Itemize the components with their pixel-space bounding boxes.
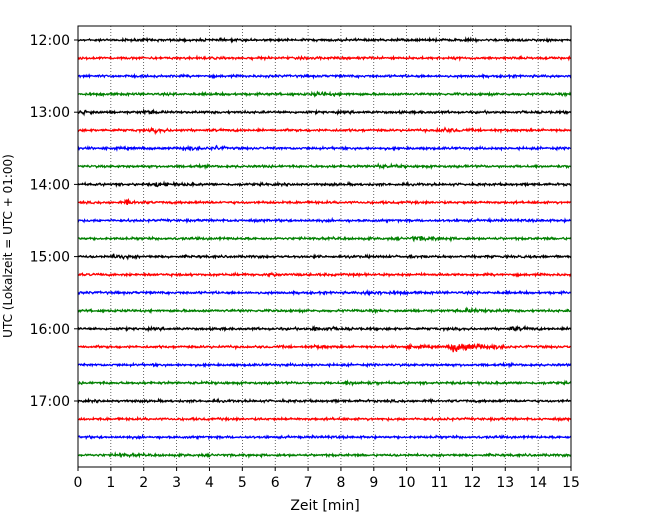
trace-row-1700 bbox=[77, 397, 572, 405]
x-tick-label: 0 bbox=[74, 475, 83, 491]
trace-row-1330 bbox=[77, 144, 572, 153]
trace-row-1300 bbox=[77, 108, 572, 117]
x-tick-label: 6 bbox=[271, 475, 280, 491]
y-axis-label: UTC (Lokalzeit = UTC + 01:00) bbox=[1, 154, 15, 338]
x-tick-label: 5 bbox=[238, 475, 247, 491]
trace-row-1715 bbox=[77, 415, 572, 423]
x-tick-label: 1 bbox=[106, 475, 115, 491]
x-tick-label: 11 bbox=[431, 475, 449, 491]
y-tick-label: 16:00 bbox=[30, 322, 70, 338]
trace-row-1200 bbox=[77, 36, 572, 44]
trace-row-1745 bbox=[77, 451, 572, 459]
seismogram-traces bbox=[77, 36, 572, 459]
y-tick-label: 17:00 bbox=[30, 394, 70, 410]
trace-row-1215 bbox=[77, 54, 572, 62]
x-tick-label: 2 bbox=[139, 475, 148, 491]
trace-row-1545 bbox=[77, 306, 572, 315]
trace-row-1345 bbox=[77, 162, 572, 171]
x-tick-label: 3 bbox=[172, 475, 181, 491]
y-axis-ticks: 12:00 13:00 14:00 15:00 16:00 17:00 bbox=[30, 33, 78, 410]
x-axis-label: Zeit [min] bbox=[290, 498, 359, 514]
y-tick-label: 13:00 bbox=[30, 105, 70, 121]
y-tick-label: 12:00 bbox=[30, 33, 70, 49]
x-tick-label: 14 bbox=[529, 475, 547, 491]
trace-row-1400 bbox=[77, 180, 572, 188]
trace-row-1245 bbox=[77, 90, 572, 98]
trace-row-1500 bbox=[77, 253, 572, 261]
trace-row-1600 bbox=[77, 324, 572, 333]
trace-row-1515 bbox=[77, 271, 572, 279]
trace-row-1615 bbox=[77, 342, 572, 353]
trace-row-1315 bbox=[77, 126, 572, 136]
trace-row-1415 bbox=[77, 197, 572, 206]
trace-row-1445 bbox=[77, 235, 572, 243]
x-tick-label: 4 bbox=[205, 475, 214, 491]
trace-row-1645 bbox=[77, 379, 572, 387]
plot-frame bbox=[77, 25, 572, 468]
x-tick-label: 13 bbox=[496, 475, 514, 491]
x-tick-label: 15 bbox=[562, 475, 580, 491]
x-tick-label: 7 bbox=[304, 475, 313, 491]
trace-row-1630 bbox=[77, 361, 572, 369]
trace-row-1430 bbox=[77, 216, 572, 224]
x-tick-label: 8 bbox=[336, 475, 345, 491]
trace-row-1230 bbox=[77, 72, 572, 80]
x-axis-ticks: 0 1 2 3 4 5 6 7 8 9 10 11 12 13 14 15 bbox=[74, 467, 580, 491]
x-tick-label: 12 bbox=[463, 475, 481, 491]
trace-row-1730 bbox=[77, 433, 572, 441]
y-tick-label: 14:00 bbox=[30, 177, 70, 193]
x-tick-label: 9 bbox=[369, 475, 378, 491]
y-tick-label: 15:00 bbox=[30, 250, 70, 266]
x-tick-label: 10 bbox=[398, 475, 416, 491]
trace-row-1530 bbox=[77, 289, 572, 297]
